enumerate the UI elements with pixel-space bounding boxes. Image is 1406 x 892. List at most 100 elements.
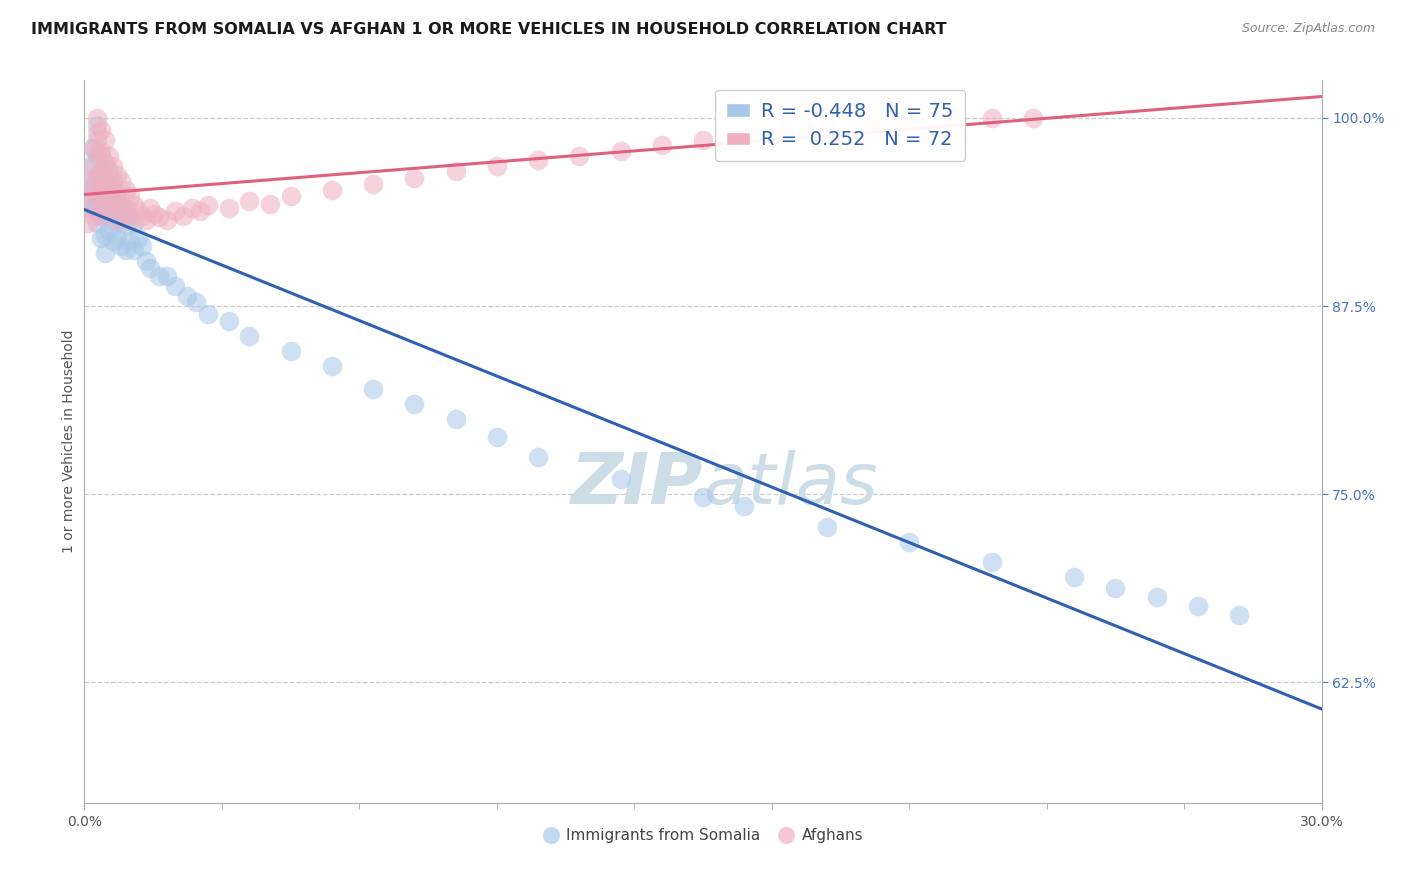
Point	[568, 148, 591, 162]
Point	[103, 194, 125, 208]
Point	[118, 235, 141, 249]
Point	[86, 168, 108, 182]
Point	[114, 207, 136, 221]
Point	[143, 207, 166, 221]
Point	[156, 213, 179, 227]
Point	[82, 159, 104, 173]
Point	[361, 177, 384, 191]
Point	[692, 490, 714, 504]
Point	[1104, 581, 1126, 595]
Point	[82, 178, 104, 193]
Point	[485, 159, 508, 173]
Point	[90, 148, 112, 162]
Point	[135, 253, 157, 268]
Point	[165, 279, 187, 293]
Point	[321, 183, 343, 197]
Point	[90, 231, 112, 245]
Point	[815, 120, 838, 134]
Point	[77, 194, 100, 208]
Point	[118, 189, 141, 203]
Y-axis label: 1 or more Vehicles in Household: 1 or more Vehicles in Household	[62, 330, 76, 553]
Point	[444, 163, 467, 178]
Point	[98, 201, 121, 215]
Point	[86, 194, 108, 208]
Point	[1063, 570, 1085, 584]
Point	[103, 201, 125, 215]
Point	[90, 123, 112, 137]
Point	[856, 117, 879, 131]
Point	[188, 204, 211, 219]
Point	[94, 178, 117, 193]
Point	[110, 174, 132, 188]
Point	[692, 133, 714, 147]
Point	[259, 196, 281, 211]
Point	[156, 268, 179, 283]
Point	[122, 244, 145, 258]
Point	[82, 201, 104, 215]
Point	[98, 183, 121, 197]
Point	[86, 111, 108, 125]
Point	[321, 359, 343, 374]
Point	[939, 111, 962, 125]
Text: atlas: atlas	[703, 450, 877, 519]
Point	[980, 555, 1002, 569]
Point	[114, 219, 136, 234]
Point	[77, 186, 100, 201]
Point	[105, 186, 128, 201]
Point	[86, 119, 108, 133]
Point	[733, 500, 755, 514]
Point	[98, 224, 121, 238]
Point	[139, 261, 162, 276]
Point	[110, 216, 132, 230]
Point	[180, 201, 202, 215]
Point	[1146, 590, 1168, 604]
Point	[127, 231, 149, 245]
Point	[238, 329, 260, 343]
Point	[86, 144, 108, 158]
Point	[1227, 607, 1250, 622]
Point	[77, 174, 100, 188]
Point	[86, 171, 108, 186]
Point	[280, 189, 302, 203]
Point	[280, 344, 302, 359]
Point	[1022, 111, 1045, 125]
Point	[103, 174, 125, 188]
Point	[609, 144, 631, 158]
Point	[98, 148, 121, 162]
Point	[165, 204, 187, 219]
Point	[90, 163, 112, 178]
Point	[110, 194, 132, 208]
Point	[86, 148, 108, 162]
Point	[794, 123, 817, 137]
Point	[94, 189, 117, 203]
Point	[527, 450, 550, 464]
Point	[94, 209, 117, 223]
Point	[105, 204, 128, 219]
Point	[77, 171, 100, 186]
Point	[103, 180, 125, 194]
Point	[82, 141, 104, 155]
Point	[82, 209, 104, 223]
Point	[148, 268, 170, 283]
Point	[82, 141, 104, 155]
Point	[98, 163, 121, 178]
Point	[651, 138, 673, 153]
Point	[82, 156, 104, 170]
Point	[218, 201, 240, 215]
Point	[90, 209, 112, 223]
Point	[90, 186, 112, 201]
Point	[980, 111, 1002, 125]
Point	[98, 171, 121, 186]
Point	[184, 294, 207, 309]
Point	[733, 128, 755, 143]
Point	[94, 133, 117, 147]
Point	[114, 244, 136, 258]
Point	[131, 239, 153, 253]
Point	[105, 168, 128, 182]
Point	[105, 189, 128, 203]
Point	[238, 194, 260, 208]
Point	[176, 288, 198, 302]
Point	[105, 231, 128, 245]
Point	[218, 314, 240, 328]
Point	[148, 211, 170, 225]
